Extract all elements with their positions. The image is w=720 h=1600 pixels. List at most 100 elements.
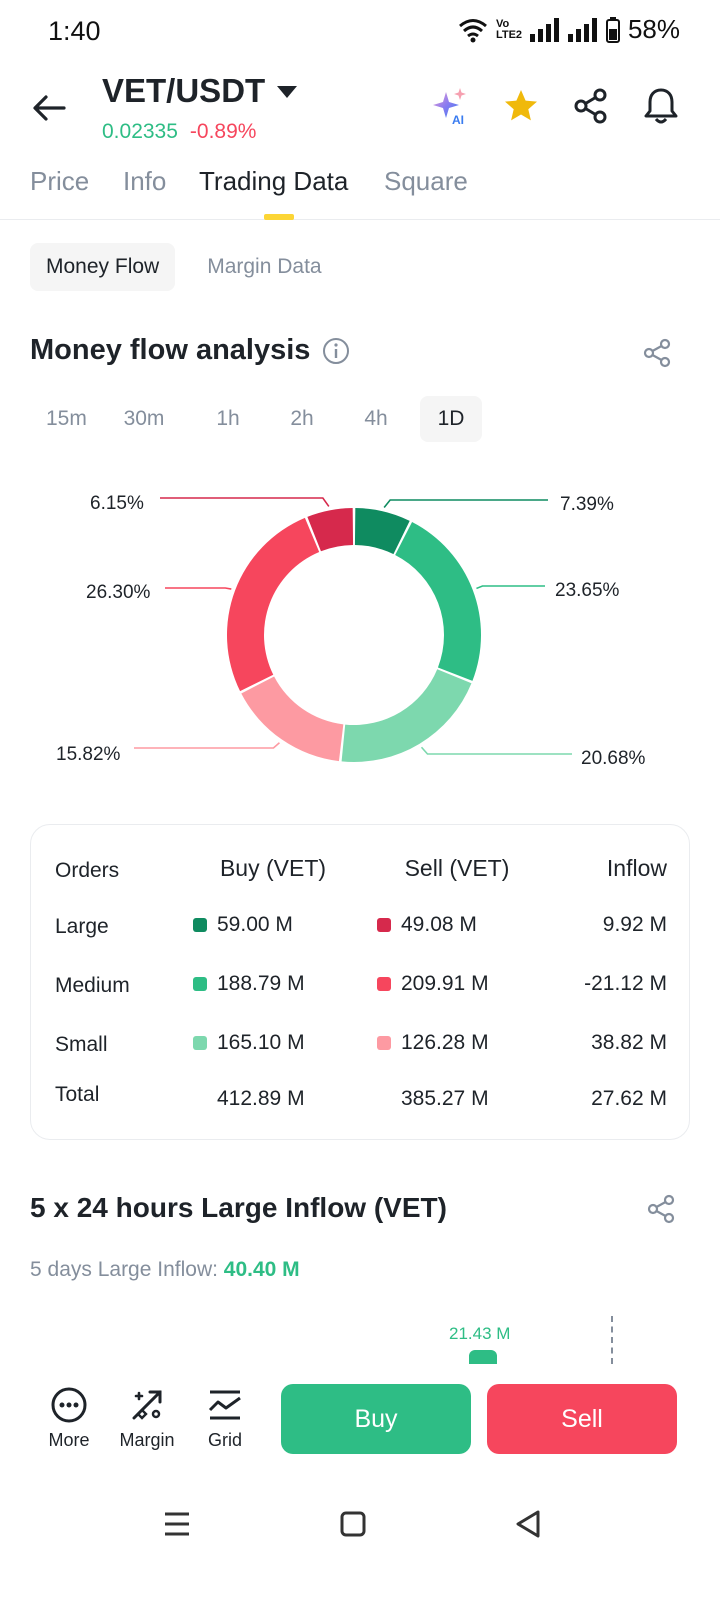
svg-text:AI: AI bbox=[452, 113, 464, 126]
margin-icon bbox=[132, 1390, 162, 1420]
nav-back-button[interactable] bbox=[508, 1504, 548, 1544]
battery-icon bbox=[605, 16, 620, 43]
total-row: Total 412.89 M 385.27 M 27.62 M bbox=[31, 1081, 691, 1121]
donut-slice-medium-buy bbox=[395, 522, 481, 681]
orders-header-buy: Buy (VET) bbox=[219, 855, 327, 881]
interval-4h[interactable]: 4h bbox=[364, 407, 388, 430]
header: VET/USDT 0.02335 -0.89% AI bbox=[0, 64, 720, 164]
info-icon[interactable] bbox=[322, 337, 350, 365]
sell-button[interactable]: Sell bbox=[487, 1384, 677, 1454]
ai-button[interactable]: AI bbox=[432, 84, 470, 128]
buy-cell: 59.00 M bbox=[193, 913, 353, 937]
legend-square-medium-sell bbox=[377, 977, 391, 991]
share-button[interactable] bbox=[572, 84, 610, 128]
row-label: Small bbox=[55, 1033, 108, 1056]
inflow-value: 9.92 M bbox=[602, 913, 667, 936]
leader-line-medium-sell bbox=[165, 587, 232, 590]
star-icon bbox=[505, 90, 537, 121]
subtab-money-flow[interactable]: Money Flow bbox=[30, 243, 176, 291]
interval-30m[interactable]: 30m bbox=[123, 407, 165, 430]
network-type-label: Vo LTE2 bbox=[495, 17, 523, 41]
nav-menu-button[interactable] bbox=[157, 1504, 197, 1544]
bottom-action-bar: More Margin Grid Buy Sell bbox=[0, 1364, 720, 1474]
caret-down-icon bbox=[277, 86, 298, 98]
menu-icon bbox=[165, 1512, 189, 1536]
margin-button[interactable]: Margin bbox=[107, 1386, 187, 1451]
sell-value: 49.08 M bbox=[401, 913, 477, 936]
pct-label-small-buy: 20.68% bbox=[581, 748, 646, 769]
more-button[interactable]: More bbox=[29, 1386, 109, 1451]
pct-label-medium-sell: 26.30% bbox=[86, 582, 151, 603]
sell-cell: 126.28 M bbox=[377, 1031, 537, 1055]
alert-button[interactable] bbox=[642, 84, 680, 128]
home-square-icon bbox=[340, 1511, 366, 1537]
status-icons: Vo LTE2 58% bbox=[458, 14, 680, 45]
inflow-bar bbox=[469, 1350, 497, 1364]
money-flow-donut-chart: 7.39% 23.65% 20.68% 15.82% 26.30% 6.15% bbox=[0, 470, 720, 790]
buy-cell: 165.10 M bbox=[193, 1031, 353, 1055]
donut-slice-large-buy bbox=[354, 508, 410, 555]
pair-selector[interactable]: VET/USDT bbox=[102, 72, 298, 110]
donut-svg bbox=[134, 497, 572, 762]
orders-header-orders: Orders bbox=[55, 859, 120, 882]
leader-line-small-buy bbox=[420, 746, 572, 755]
battery-level: 58% bbox=[627, 14, 680, 44]
bar-value-label: 21.43 M bbox=[449, 1324, 511, 1343]
buy-value: 165.10 M bbox=[217, 1031, 305, 1054]
pair-price: 0.02335 -0.89% bbox=[102, 120, 256, 144]
tab-price[interactable]: Price bbox=[30, 166, 90, 196]
tab-square[interactable]: Square bbox=[384, 166, 468, 196]
buy-cell: 188.79 M bbox=[193, 972, 353, 996]
interval-1d[interactable]: 1D bbox=[420, 396, 482, 442]
interval-1h[interactable]: 1h bbox=[216, 407, 240, 430]
large-inflow-summary-value: 40.40 M bbox=[223, 1258, 300, 1281]
table-row: Small 165.10 M 126.28 M 38.82 M bbox=[31, 1025, 691, 1065]
large-inflow-title: 5 x 24 hours Large Inflow (VET) bbox=[30, 1192, 447, 1223]
wifi-icon bbox=[458, 18, 487, 42]
chart-dashed-line bbox=[611, 1316, 613, 1364]
row-label: Large bbox=[55, 915, 109, 938]
tab-trading-data[interactable]: Trading Data bbox=[199, 166, 349, 196]
pct-label-large-sell: 6.15% bbox=[90, 493, 144, 514]
active-tab-indicator bbox=[264, 214, 294, 220]
leader-line-large-sell bbox=[160, 497, 330, 507]
legend-square-small-sell bbox=[377, 1036, 391, 1050]
sell-value: 126.28 M bbox=[401, 1031, 489, 1054]
leader-line-small-sell bbox=[134, 742, 280, 749]
signal-icon bbox=[529, 17, 559, 42]
donut-slice-small-buy bbox=[341, 669, 472, 762]
subtab-margin-data[interactable]: Margin Data bbox=[207, 255, 322, 278]
spacer bbox=[377, 1092, 391, 1106]
share-icon bbox=[643, 338, 671, 368]
buy-button[interactable]: Buy bbox=[281, 1384, 471, 1454]
interval-2h[interactable]: 2h bbox=[290, 407, 314, 430]
legend-square-medium-buy bbox=[193, 977, 207, 991]
back-button[interactable] bbox=[30, 88, 70, 128]
money-flow-title-text: Money flow analysis bbox=[30, 334, 311, 366]
buy-value: 59.00 M bbox=[217, 913, 293, 936]
tab-info[interactable]: Info bbox=[123, 166, 167, 196]
nav-home-button[interactable] bbox=[333, 1504, 373, 1544]
back-triangle-icon bbox=[516, 1510, 540, 1538]
sell-value: 209.91 M bbox=[401, 972, 489, 995]
total-sell-value: 385.27 M bbox=[401, 1087, 489, 1110]
legend-square-large-buy bbox=[193, 918, 207, 932]
orders-header-sell: Sell (VET) bbox=[404, 855, 510, 881]
money-flow-share-button[interactable] bbox=[642, 338, 674, 370]
share-icon bbox=[647, 1194, 675, 1224]
pct-label-small-sell: 15.82% bbox=[56, 744, 121, 765]
grid-button[interactable]: Grid bbox=[185, 1386, 265, 1451]
row-label: Medium bbox=[55, 974, 130, 997]
interval-15m[interactable]: 15m bbox=[46, 407, 87, 430]
total-label: Total bbox=[55, 1083, 100, 1106]
favorite-button[interactable] bbox=[502, 84, 540, 128]
donut-slice-large-sell bbox=[307, 508, 354, 552]
total-buy-value: 412.89 M bbox=[217, 1087, 305, 1110]
inflow-value: -21.12 M bbox=[584, 972, 667, 995]
last-price: 0.02335 bbox=[102, 120, 178, 143]
large-inflow-share-button[interactable] bbox=[646, 1194, 678, 1226]
money-flow-title: Money flow analysis bbox=[30, 334, 350, 367]
bell-icon bbox=[644, 88, 678, 124]
buy-value: 188.79 M bbox=[217, 972, 305, 995]
sell-cell: 209.91 M bbox=[377, 972, 537, 996]
